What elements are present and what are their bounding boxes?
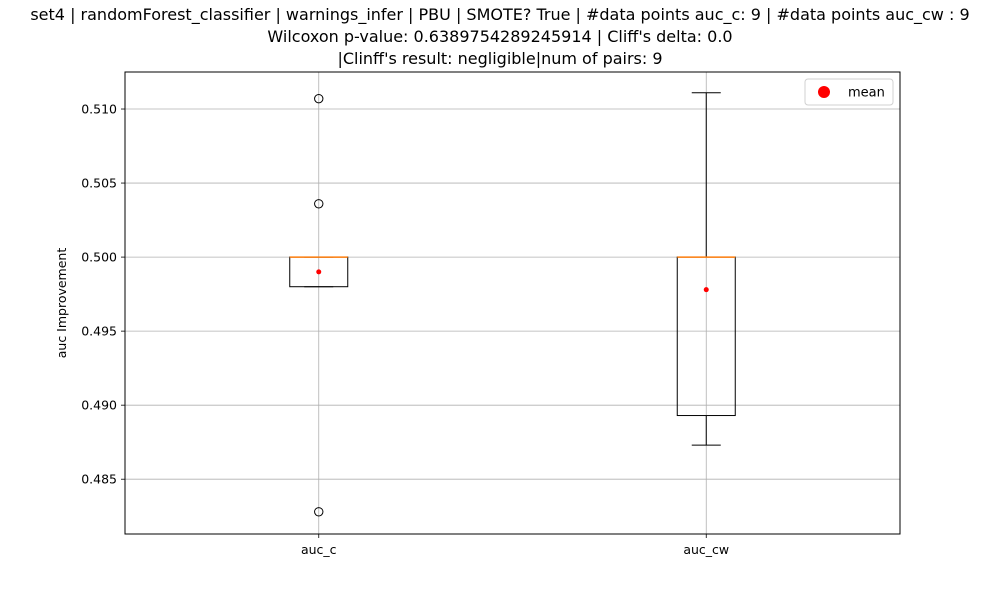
x-axis: auc_c auc_cw [301,534,729,557]
outlier-point [314,199,324,209]
mean-marker [316,269,322,275]
y-tick-label: 0.490 [81,398,117,413]
title-line-1: set4 | randomForest_classifier | warning… [30,5,970,24]
title-line-3: |Clinff's result: negligible|num of pair… [337,49,663,68]
y-tick-label: 0.485 [81,472,117,487]
outlier-point [314,507,324,517]
legend: mean [804,78,894,106]
y-tick-label: 0.495 [81,324,117,339]
plot-frame [124,71,901,535]
x-tick-label: auc_c [301,542,337,557]
outlier-point [314,93,324,104]
y-tick-label: 0.505 [81,176,117,191]
x-tick-label: auc_cw [683,542,729,557]
mean-marker [703,287,709,293]
box-auc_cw [676,92,736,446]
chart-title: set4 | randomForest_classifier | warning… [0,4,1000,70]
grid-lines [125,72,900,534]
title-line-2: Wilcoxon p-value: 0.6389754289245914 | C… [267,27,733,46]
y-axis-label: auc Improvement [54,248,69,359]
y-tick-label: 0.500 [81,250,117,265]
legend-mean-label: mean [848,86,885,101]
boxes-layer [289,92,736,517]
y-axis: 0.485 0.490 0.495 0.500 0.505 0.510 [81,102,125,487]
box-auc_c [289,93,349,517]
legend-mean-marker [818,86,830,98]
y-tick-label: 0.510 [81,102,117,117]
legend-box [804,78,894,106]
